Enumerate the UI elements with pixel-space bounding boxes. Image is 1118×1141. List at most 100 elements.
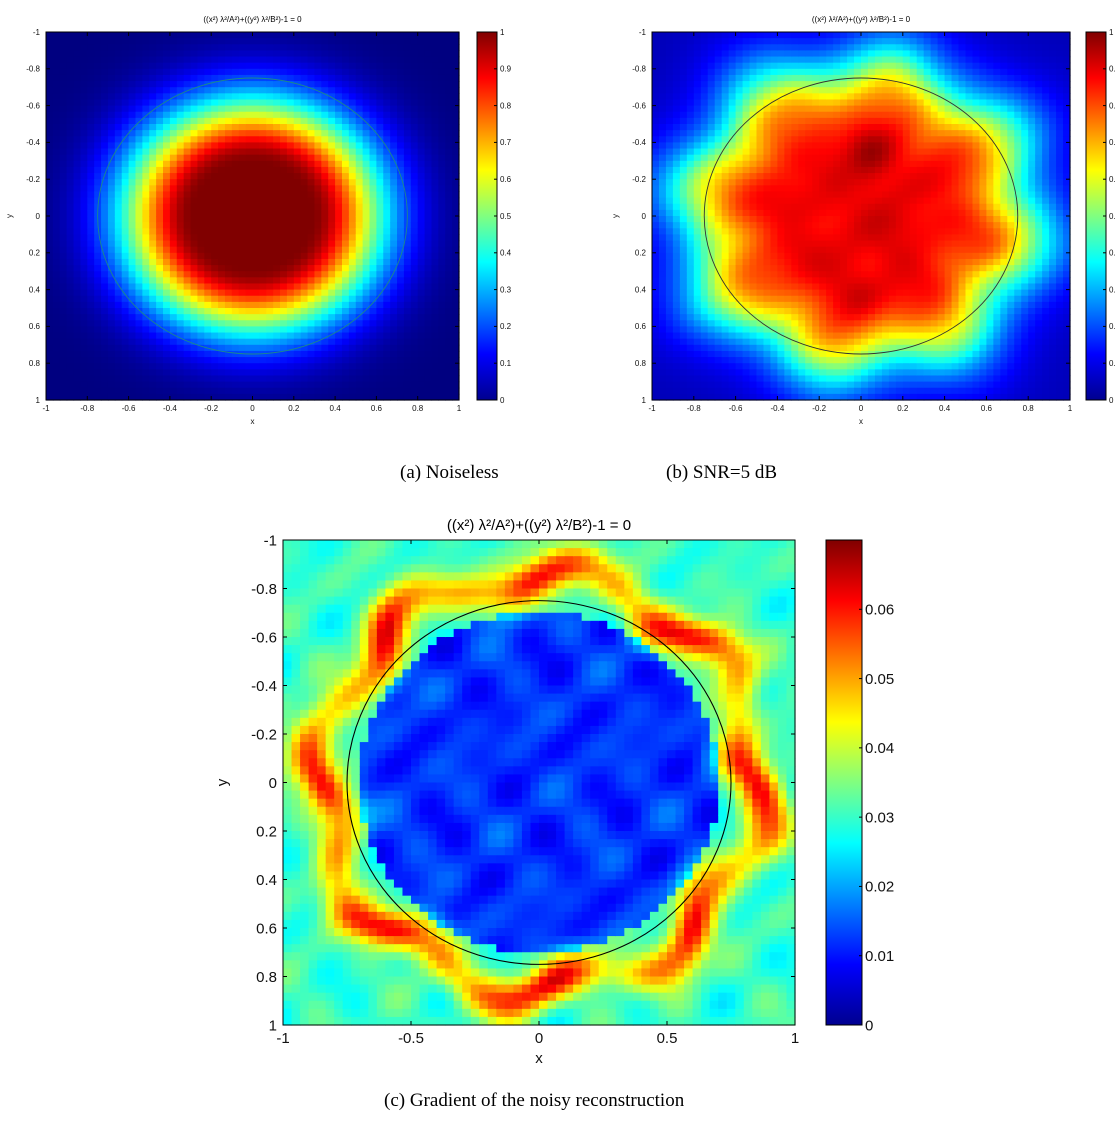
heatmap-cell xyxy=(665,295,674,303)
heatmap-cell xyxy=(328,277,336,285)
y-tick-label: 0.4 xyxy=(29,285,41,294)
heatmap-cell xyxy=(438,81,446,88)
heatmap-cell xyxy=(445,387,453,395)
heatmap-cell xyxy=(438,148,446,156)
heatmap-cell xyxy=(142,381,150,389)
heatmap-cell xyxy=(798,154,806,162)
heatmap-cell xyxy=(707,375,716,383)
heatmap-cell xyxy=(121,111,130,119)
heatmap-cell xyxy=(721,203,730,211)
heatmap-cell xyxy=(735,332,744,340)
heatmap-cell xyxy=(777,246,785,254)
heatmap-cell xyxy=(707,38,716,45)
heatmap-cell xyxy=(445,308,453,315)
heatmap-cell xyxy=(273,363,281,370)
heatmap-cell xyxy=(445,240,453,248)
heatmap-cell xyxy=(438,142,446,150)
heatmap-cell xyxy=(672,375,681,383)
heatmap-cell xyxy=(410,185,419,193)
heatmap-cell xyxy=(66,381,75,389)
heatmap-cell xyxy=(280,271,288,278)
heatmap-cell xyxy=(700,252,709,260)
heatmap-cell xyxy=(46,111,54,119)
heatmap-cell xyxy=(121,393,130,401)
heatmap-cell xyxy=(445,320,453,327)
heatmap-cell xyxy=(445,81,453,88)
heatmap-cell xyxy=(665,258,674,266)
heatmap-cell xyxy=(121,332,130,340)
heatmap-cell xyxy=(94,56,102,64)
heatmap-cell xyxy=(328,160,336,168)
heatmap-cell xyxy=(149,136,157,143)
heatmap-cell xyxy=(665,173,674,180)
heatmap-cell xyxy=(135,357,143,364)
heatmap-cell xyxy=(417,228,426,235)
heatmap-cell xyxy=(658,265,667,272)
heatmap-cell xyxy=(46,203,54,211)
heatmap-cell xyxy=(321,393,329,401)
heatmap-cell xyxy=(190,203,199,211)
heatmap-cell xyxy=(66,148,75,156)
heatmap-cell xyxy=(107,203,116,211)
heatmap-cell xyxy=(672,197,681,205)
heatmap-cell xyxy=(348,148,357,156)
heatmap-cell xyxy=(679,62,688,70)
heatmap-cell xyxy=(87,301,95,309)
heatmap-cell xyxy=(362,38,371,45)
heatmap-cell xyxy=(452,314,460,321)
heatmap-cell xyxy=(314,117,322,125)
heatmap-cell xyxy=(369,111,377,119)
heatmap-cell xyxy=(410,387,419,395)
heatmap-cell xyxy=(714,44,723,51)
heatmap-cell xyxy=(335,154,343,162)
heatmap-cell xyxy=(770,209,778,217)
heatmap-cell xyxy=(403,234,412,242)
heatmap-cell xyxy=(665,357,674,364)
heatmap-cell xyxy=(224,197,233,205)
heatmap-cell xyxy=(735,308,744,315)
heatmap-cell xyxy=(52,326,61,334)
heatmap-cell xyxy=(784,179,792,186)
heatmap-cell xyxy=(80,117,88,125)
heatmap-cell xyxy=(142,209,150,217)
heatmap-cell xyxy=(211,62,219,70)
heatmap-cell xyxy=(798,160,806,168)
heatmap-cell xyxy=(355,93,364,101)
heatmap-cell xyxy=(431,136,439,143)
heatmap-cell xyxy=(52,240,61,248)
heatmap-cell xyxy=(749,369,758,377)
heatmap-cell xyxy=(307,44,316,51)
heatmap-cell xyxy=(652,289,660,297)
heatmap-cell xyxy=(376,381,384,389)
heatmap-cell xyxy=(94,142,102,150)
heatmap-cell xyxy=(749,111,758,119)
heatmap-cell xyxy=(700,332,709,340)
heatmap-cell xyxy=(335,81,343,88)
heatmap-cell xyxy=(238,240,247,248)
heatmap-cell xyxy=(156,314,164,321)
heatmap-cell xyxy=(101,148,109,156)
heatmap-cell xyxy=(784,387,792,395)
heatmap-cell xyxy=(80,62,88,70)
heatmap-cell xyxy=(438,350,446,358)
heatmap-cell xyxy=(341,32,350,39)
heatmap-cell xyxy=(362,271,371,278)
heatmap-cell xyxy=(341,50,350,58)
heatmap-cell xyxy=(679,197,688,205)
heatmap-cell xyxy=(87,209,95,217)
heatmap-cell xyxy=(700,240,709,248)
heatmap-cell xyxy=(87,56,95,64)
heatmap-cell xyxy=(266,314,274,321)
heatmap-cell xyxy=(438,166,446,174)
heatmap-cell xyxy=(204,56,212,64)
heatmap-cell xyxy=(169,166,178,174)
heatmap-cell xyxy=(87,87,95,94)
heatmap-cell xyxy=(107,93,116,101)
heatmap-cell xyxy=(273,295,281,303)
heatmap-cell xyxy=(286,148,295,156)
heatmap-cell xyxy=(721,81,730,88)
heatmap-cell xyxy=(259,314,267,321)
heatmap-cell xyxy=(286,117,295,125)
heatmap-cell xyxy=(658,301,667,309)
heatmap-cell xyxy=(59,185,68,193)
